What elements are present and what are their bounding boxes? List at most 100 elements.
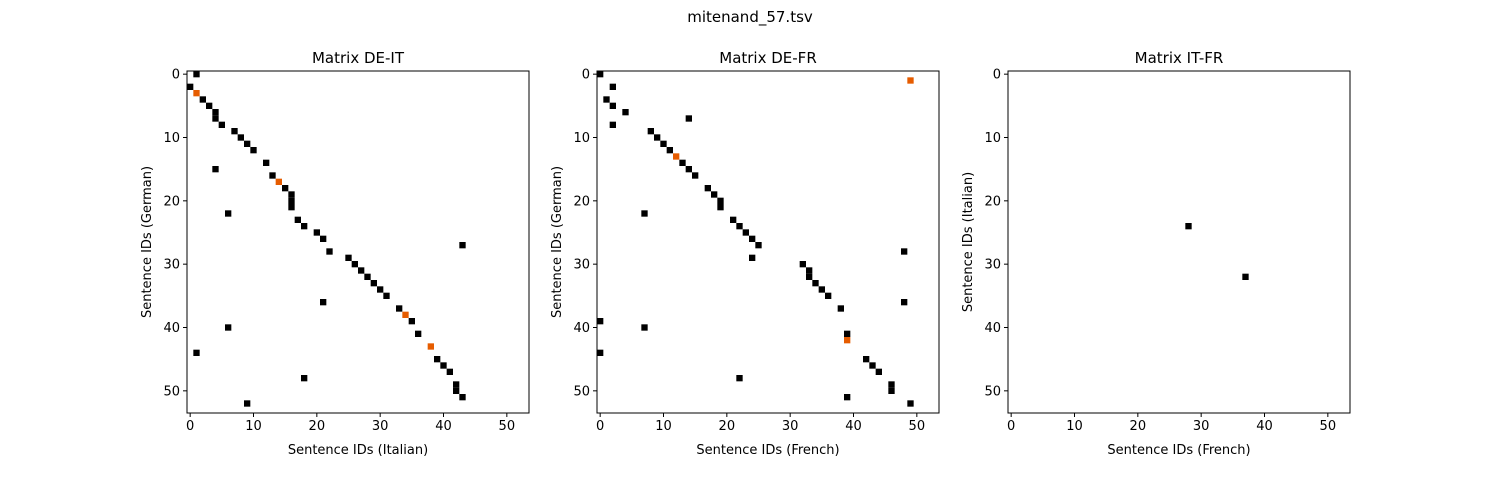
matrix-cell (679, 159, 686, 166)
matrix-cell (459, 242, 466, 249)
x-tick-label: 20 (1130, 419, 1147, 434)
panel-title: Matrix DE-FR (719, 49, 817, 67)
x-tick-label: 10 (655, 419, 672, 434)
matrix-cell (225, 210, 232, 217)
y-tick-label: 10 (573, 131, 590, 146)
y-axis-label: Sentence IDs (German) (140, 166, 155, 318)
matrix-cell (1242, 273, 1249, 280)
panel-title: Matrix DE-IT (312, 49, 405, 67)
matrix-cell (193, 71, 200, 78)
matrix-cell-highlight (427, 343, 434, 350)
matrix-cell (875, 368, 882, 375)
matrix-cell-highlight (673, 153, 680, 160)
matrix-cell (711, 191, 718, 198)
matrix-cell (641, 324, 648, 331)
matrix-cell (187, 83, 194, 90)
x-tick-label: 30 (372, 419, 389, 434)
matrix-cell (837, 305, 844, 312)
matrix-cell (806, 273, 813, 280)
x-tick-label: 10 (245, 419, 262, 434)
x-axis-label: Sentence IDs (Italian) (288, 443, 428, 458)
y-axis-label: Sentence IDs (German) (550, 166, 565, 318)
matrix-cell (434, 356, 441, 363)
matrix-cell (396, 305, 403, 312)
matrix-cell (453, 381, 460, 388)
matrix-cell (383, 292, 390, 299)
matrix-cell (901, 299, 908, 306)
matrix-cell (345, 254, 352, 261)
matrix-cell (730, 216, 737, 223)
matrix-cell (244, 400, 251, 407)
matrix-cell (818, 286, 825, 293)
x-tick-label: 0 (596, 419, 604, 434)
matrix-cell (446, 368, 453, 375)
matrix-cell (250, 147, 257, 154)
matrix-cell (806, 267, 813, 274)
matrix-cell (844, 394, 851, 401)
y-tick-label: 30 (984, 258, 1001, 273)
matrix-cell (755, 242, 762, 249)
matrix-cell (326, 248, 333, 255)
y-tick-label: 50 (573, 384, 590, 399)
matrix-cell (736, 375, 743, 382)
y-tick-label: 20 (163, 194, 180, 209)
x-tick-label: 30 (782, 419, 799, 434)
matrix-cell (597, 318, 604, 325)
x-tick-label: 40 (435, 419, 452, 434)
matrix-cell-highlight (193, 90, 200, 97)
matrix-cell (459, 394, 466, 401)
panel-title: Matrix IT-FR (1135, 49, 1224, 67)
y-tick-label: 40 (984, 321, 1001, 336)
matrix-cell (888, 387, 895, 394)
matrix-cell-highlight (402, 311, 409, 318)
matrix-cell (301, 375, 308, 382)
matrix-cell (288, 197, 295, 204)
x-axis-label: Sentence IDs (French) (1107, 443, 1250, 458)
matrix-cell (597, 349, 604, 356)
matrix-cell (294, 216, 301, 223)
matrix-cell (351, 261, 358, 268)
y-tick-label: 10 (163, 131, 180, 146)
panel-de-fr: Matrix DE-FR Sentence IDs (French) Sente… (550, 49, 940, 458)
matrix-cell (358, 267, 365, 274)
matrix-cell (736, 223, 743, 230)
plot-frame (186, 70, 530, 414)
matrix-cell (609, 102, 616, 109)
matrix-cell (415, 330, 422, 337)
matrix-cell-highlight (844, 337, 851, 344)
matrix-cell (440, 362, 447, 369)
y-tick-label: 40 (163, 321, 180, 336)
matrix-cell (244, 140, 251, 147)
y-tick-label: 0 (582, 68, 590, 83)
matrix-cell (263, 159, 270, 166)
matrix-cell (692, 172, 699, 179)
y-tick-label: 50 (163, 384, 180, 399)
matrix-cell (408, 318, 415, 325)
matrix-cell (282, 185, 289, 192)
matrix-cell-highlight (907, 77, 914, 84)
matrix-cell (218, 121, 225, 128)
matrix-cell (301, 223, 308, 230)
matrix-cell (212, 166, 219, 173)
matrix-cell (231, 128, 238, 135)
plot-frame (1007, 70, 1351, 414)
matrix-cell (742, 229, 749, 236)
x-tick-label: 40 (845, 419, 862, 434)
matrix-cell-highlight (275, 178, 282, 185)
y-tick-label: 50 (984, 384, 1001, 399)
matrix-cell (704, 185, 711, 192)
matrix-cell (212, 109, 219, 116)
matrix-cell (907, 400, 914, 407)
matrix-cell (812, 280, 819, 287)
matrix-cell (597, 71, 604, 78)
y-tick-label: 30 (163, 258, 180, 273)
panel-it-fr: Matrix IT-FR Sentence IDs (French) Sente… (961, 49, 1351, 458)
x-tick-label: 10 (1066, 419, 1083, 434)
y-tick-label: 20 (984, 194, 1001, 209)
matrix-cell (193, 349, 200, 356)
matrix-cell (647, 128, 654, 135)
y-tick-label: 10 (984, 131, 1001, 146)
x-tick-label: 0 (1007, 419, 1015, 434)
y-tick-label: 20 (573, 194, 590, 209)
